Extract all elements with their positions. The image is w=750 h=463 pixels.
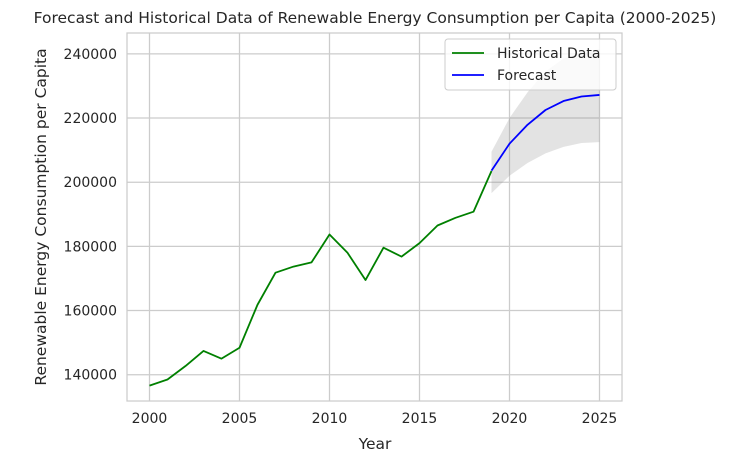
x-tick-label: 2020 xyxy=(492,411,528,427)
forecast-line xyxy=(490,94,600,172)
x-tick-label: 2000 xyxy=(132,411,168,427)
legend: Historical Data Forecast xyxy=(444,38,617,91)
legend-box xyxy=(444,38,617,91)
y-tick-label: 140000 xyxy=(64,368,117,384)
series-lines xyxy=(149,94,600,387)
y-tick-label: 220000 xyxy=(64,111,117,127)
y-tick-label: 180000 xyxy=(64,239,117,255)
plot-area xyxy=(127,33,622,401)
legend-label-historical: Historical Data xyxy=(497,46,600,62)
plot-frame xyxy=(126,32,623,402)
x-tick-label: 2005 xyxy=(222,411,258,427)
y-tick-label: 160000 xyxy=(64,304,117,320)
chart-title: Forecast and Historical Data of Renewabl… xyxy=(34,9,717,27)
x-tick-label: 2015 xyxy=(402,411,438,427)
y-tick-label: 200000 xyxy=(64,175,117,191)
x-axis-ticks: 2000 2005 2010 2015 2020 2025 xyxy=(132,411,618,427)
x-tick-label: 2025 xyxy=(582,411,618,427)
x-tick-label: 2010 xyxy=(312,411,348,427)
y-axis-ticks: 140000 160000 180000 200000 220000 240000 xyxy=(64,47,117,384)
x-axis-label: Year xyxy=(358,435,392,453)
y-axis-label: Renewable Energy Consumption per Capita xyxy=(32,48,50,385)
grid-lines xyxy=(127,33,622,401)
historical-data-line xyxy=(149,170,493,387)
y-tick-label: 240000 xyxy=(64,47,117,63)
legend-label-forecast: Forecast xyxy=(497,68,557,84)
